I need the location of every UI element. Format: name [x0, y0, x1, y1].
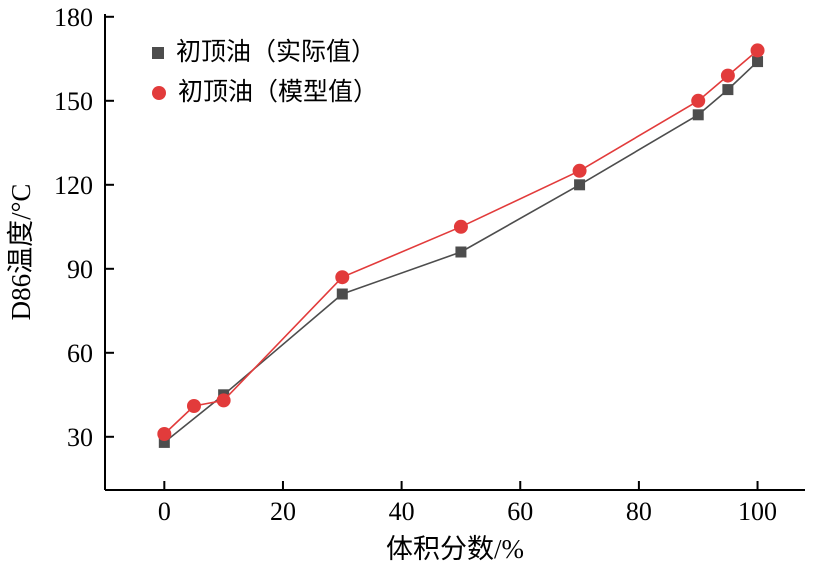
- y-tick-label: 30: [67, 423, 93, 452]
- x-tick-label: 80: [626, 497, 652, 526]
- data-point-circle: [750, 43, 765, 58]
- data-point-circle: [186, 399, 201, 413]
- data-point-square: [692, 109, 704, 121]
- axes: 0 20 40 60 80 100 30 60 90 120 150 180: [54, 3, 805, 526]
- series-0: [158, 56, 764, 448]
- data-point-square: [158, 436, 170, 448]
- y-tick-label: 90: [67, 255, 93, 284]
- y-tick-label: 60: [67, 339, 93, 368]
- data-point-circle: [720, 68, 735, 83]
- data-point-square: [752, 56, 764, 68]
- data-point-square: [455, 246, 467, 258]
- square-marker-icon: [152, 47, 164, 59]
- circle-marker-icon: [152, 86, 166, 100]
- legend-label-model: 初顶油（模型值）: [178, 79, 379, 106]
- y-tick-label: 120: [54, 171, 93, 200]
- data-point-circle: [216, 393, 231, 408]
- legend-label-actual: 初顶油（实际值）: [176, 39, 377, 66]
- legend-item-actual: 初顶油（实际值）: [152, 38, 378, 68]
- legend-item-model: 初顶油（模型值）: [152, 78, 378, 108]
- series-1: [157, 43, 765, 441]
- x-tick-label: 20: [270, 497, 296, 526]
- x-tick-label: 60: [507, 497, 533, 526]
- data-point-square: [336, 288, 348, 300]
- x-tick-label: 40: [389, 497, 415, 526]
- y-tick-label: 150: [54, 87, 93, 116]
- x-tick-label: 100: [738, 497, 777, 526]
- x-tick-label: 0: [158, 497, 171, 526]
- legend: 初顶油（实际值） 初顶油（模型值）: [152, 38, 378, 108]
- y-axis-label: D86温度/°C: [6, 184, 36, 321]
- data-point-circle: [572, 163, 587, 178]
- data-point-circle: [335, 270, 350, 285]
- y-tick-label: 180: [54, 3, 93, 32]
- data-point-circle: [453, 219, 468, 234]
- data-point-circle: [157, 427, 172, 441]
- series-layer: [157, 43, 765, 448]
- data-point-square: [574, 179, 586, 191]
- data-point-circle: [691, 93, 706, 108]
- data-point-square: [722, 84, 734, 96]
- x-axis-label: 体积分数/%: [386, 534, 524, 564]
